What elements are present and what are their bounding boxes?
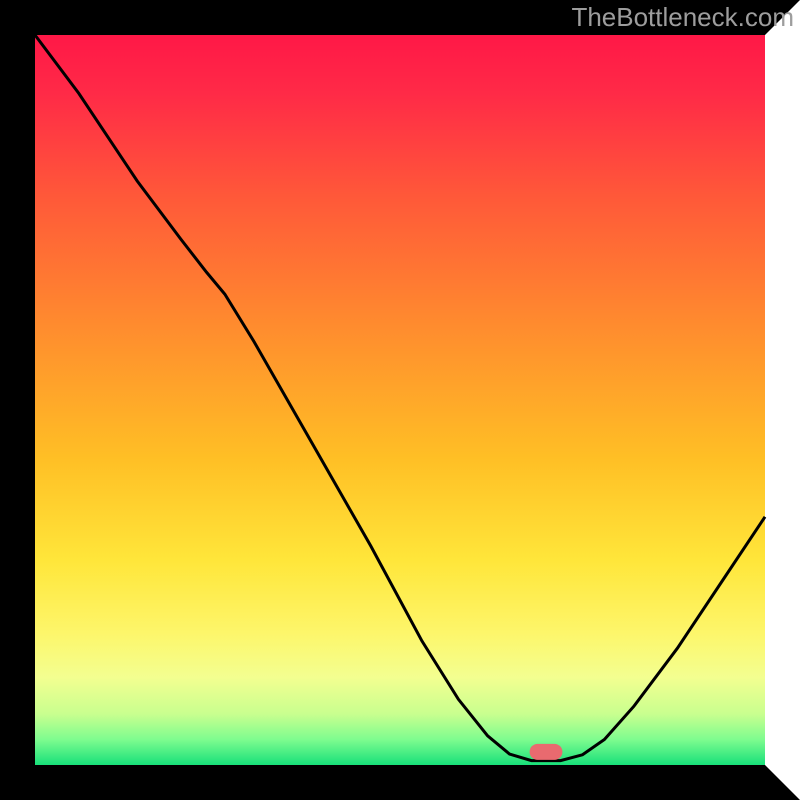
watermark-text: TheBottleneck.com <box>571 2 794 33</box>
curve-svg <box>35 35 765 765</box>
bottleneck-curve <box>35 35 765 761</box>
plot-area <box>35 35 765 765</box>
valley-marker <box>530 744 563 760</box>
chart-frame <box>0 0 800 800</box>
